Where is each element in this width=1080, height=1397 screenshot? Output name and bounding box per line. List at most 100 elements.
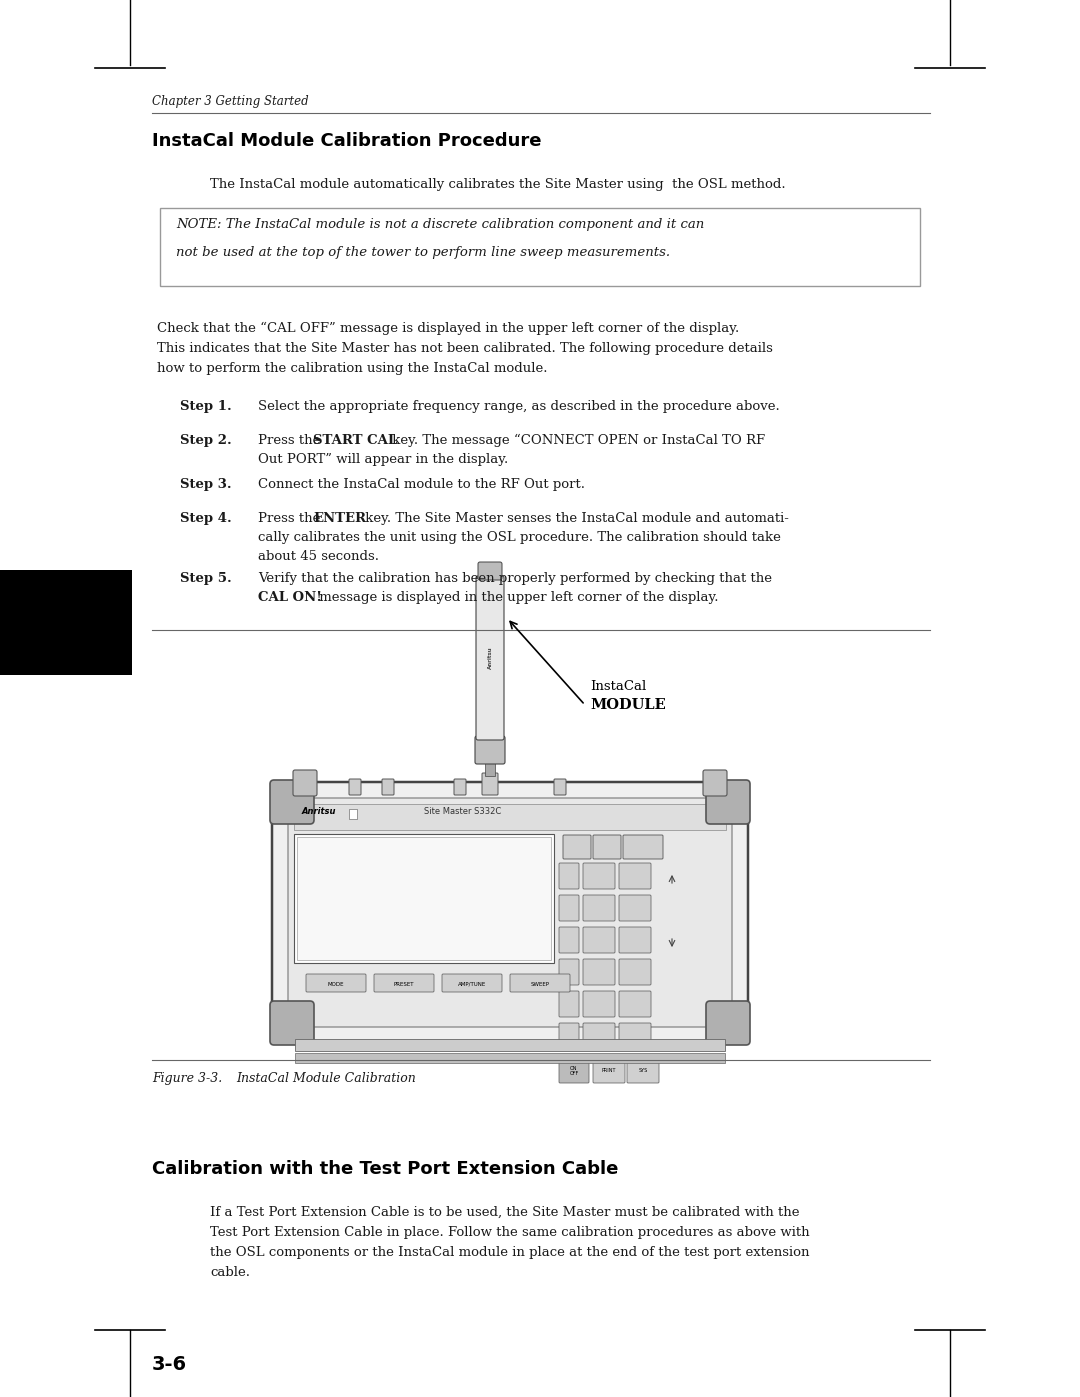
Text: This indicates that the Site Master has not been calibrated. The following proce: This indicates that the Site Master has …	[157, 342, 773, 355]
FancyBboxPatch shape	[619, 895, 651, 921]
FancyBboxPatch shape	[593, 1059, 625, 1083]
Text: Figure 3-3.: Figure 3-3.	[152, 1071, 222, 1085]
Text: cable.: cable.	[210, 1266, 249, 1280]
Text: SWEEP: SWEEP	[530, 982, 550, 986]
Text: InstaCal: InstaCal	[590, 680, 646, 693]
FancyBboxPatch shape	[288, 798, 732, 1027]
Bar	[294, 834, 554, 963]
Text: Out PORT” will appear in the display.: Out PORT” will appear in the display.	[258, 453, 509, 467]
Text: The InstaCal module automatically calibrates the Site Master using  the OSL meth: The InstaCal module automatically calibr…	[210, 177, 785, 191]
Text: Chapter 3 Getting Started: Chapter 3 Getting Started	[152, 95, 309, 108]
Text: MODE: MODE	[327, 982, 345, 986]
Text: Calibration with the Test Port Extension Cable: Calibration with the Test Port Extension…	[152, 1160, 619, 1178]
Text: NOTE: The InstaCal module is not a discrete calibration component and it can: NOTE: The InstaCal module is not a discr…	[176, 218, 704, 231]
FancyBboxPatch shape	[476, 576, 504, 740]
Text: Step 2.: Step 2.	[180, 434, 232, 447]
Text: Press the: Press the	[258, 434, 325, 447]
Text: MODULE: MODULE	[590, 698, 665, 712]
Text: message is displayed in the upper left corner of the display.: message is displayed in the upper left c…	[315, 591, 718, 604]
Text: key. The Site Master senses the InstaCal module and automati-: key. The Site Master senses the InstaCal…	[361, 511, 788, 525]
Text: Connect the InstaCal module to the RF Out port.: Connect the InstaCal module to the RF Ou…	[258, 478, 585, 490]
FancyBboxPatch shape	[559, 928, 579, 953]
Bar	[295, 1053, 725, 1063]
Text: START CAL: START CAL	[313, 434, 397, 447]
Text: Verify that the calibration has been properly performed by checking that the: Verify that the calibration has been pro…	[258, 571, 772, 585]
FancyBboxPatch shape	[593, 835, 621, 859]
Text: Site Master S332C: Site Master S332C	[424, 807, 501, 816]
Text: CAL ON!: CAL ON!	[258, 591, 322, 604]
Text: Step 3.: Step 3.	[180, 478, 231, 490]
FancyBboxPatch shape	[583, 863, 615, 888]
FancyBboxPatch shape	[374, 974, 434, 992]
Bar	[294, 805, 726, 830]
FancyBboxPatch shape	[559, 863, 579, 888]
FancyBboxPatch shape	[583, 1023, 615, 1049]
Text: Select the appropriate frequency range, as described in the procedure above.: Select the appropriate frequency range, …	[258, 400, 780, 414]
FancyBboxPatch shape	[619, 1023, 651, 1049]
FancyBboxPatch shape	[619, 928, 651, 953]
Bar	[349, 809, 357, 819]
Text: Test Port Extension Cable in place. Follow the same calibration procedures as ab: Test Port Extension Cable in place. Foll…	[210, 1227, 810, 1239]
FancyBboxPatch shape	[619, 863, 651, 888]
Text: PRESET: PRESET	[394, 982, 415, 986]
Text: key. The message “CONNECT OPEN or InstaCal TO RF: key. The message “CONNECT OPEN or InstaC…	[388, 434, 765, 447]
FancyBboxPatch shape	[559, 1023, 579, 1049]
FancyBboxPatch shape	[554, 780, 566, 795]
Text: not be used at the top of the tower to perform line sweep measurements.: not be used at the top of the tower to p…	[176, 246, 670, 258]
FancyBboxPatch shape	[510, 974, 570, 992]
FancyBboxPatch shape	[619, 990, 651, 1017]
FancyBboxPatch shape	[475, 736, 505, 764]
FancyBboxPatch shape	[454, 780, 465, 795]
Text: InstaCal Module Calibration: InstaCal Module Calibration	[237, 1071, 416, 1085]
Text: about 45 seconds.: about 45 seconds.	[258, 550, 379, 563]
Text: PRINT: PRINT	[602, 1069, 617, 1073]
Text: Anritsu: Anritsu	[302, 807, 337, 816]
Text: SYS: SYS	[638, 1069, 648, 1073]
FancyBboxPatch shape	[442, 974, 502, 992]
FancyBboxPatch shape	[559, 1059, 589, 1083]
FancyBboxPatch shape	[706, 1002, 750, 1045]
Text: how to perform the calibration using the InstaCal module.: how to perform the calibration using the…	[157, 362, 548, 374]
Text: Step 5.: Step 5.	[180, 571, 232, 585]
FancyBboxPatch shape	[559, 958, 579, 985]
Text: Step 1.: Step 1.	[180, 400, 232, 414]
Bar	[485, 761, 495, 775]
FancyBboxPatch shape	[306, 974, 366, 992]
FancyBboxPatch shape	[623, 835, 663, 859]
FancyBboxPatch shape	[482, 773, 498, 795]
Text: Press the: Press the	[258, 511, 325, 525]
FancyBboxPatch shape	[583, 928, 615, 953]
FancyBboxPatch shape	[619, 958, 651, 985]
Text: cally calibrates the unit using the OSL procedure. The calibration should take: cally calibrates the unit using the OSL …	[258, 531, 781, 543]
FancyBboxPatch shape	[583, 990, 615, 1017]
Text: Step 4.: Step 4.	[180, 511, 232, 525]
Text: Anritsu: Anritsu	[487, 647, 492, 669]
FancyBboxPatch shape	[583, 895, 615, 921]
FancyBboxPatch shape	[478, 562, 502, 580]
FancyBboxPatch shape	[583, 958, 615, 985]
FancyBboxPatch shape	[293, 770, 318, 796]
FancyBboxPatch shape	[559, 895, 579, 921]
FancyBboxPatch shape	[703, 770, 727, 796]
Bar	[0, 570, 132, 675]
FancyBboxPatch shape	[272, 782, 748, 1044]
Text: ON
OFF: ON OFF	[569, 1066, 579, 1077]
FancyBboxPatch shape	[270, 1002, 314, 1045]
Text: AMP/TUNE: AMP/TUNE	[458, 982, 486, 986]
FancyBboxPatch shape	[382, 780, 394, 795]
Text: Check that the “CAL OFF” message is displayed in the upper left corner of the di: Check that the “CAL OFF” message is disp…	[157, 321, 739, 335]
FancyBboxPatch shape	[706, 780, 750, 824]
Text: If a Test Port Extension Cable is to be used, the Site Master must be calibrated: If a Test Port Extension Cable is to be …	[210, 1206, 799, 1220]
FancyBboxPatch shape	[270, 780, 314, 824]
FancyBboxPatch shape	[559, 990, 579, 1017]
FancyBboxPatch shape	[349, 780, 361, 795]
Bar	[295, 1039, 725, 1051]
Text: ENTER: ENTER	[313, 511, 366, 525]
Text: the OSL components or the InstaCal module in place at the end of the test port e: the OSL components or the InstaCal modul…	[210, 1246, 810, 1259]
FancyBboxPatch shape	[627, 1059, 659, 1083]
Bar	[160, 208, 920, 286]
Text: InstaCal Module Calibration Procedure: InstaCal Module Calibration Procedure	[152, 131, 541, 149]
Text: 3-6: 3-6	[152, 1355, 187, 1375]
Bar	[297, 837, 551, 960]
FancyBboxPatch shape	[563, 835, 591, 859]
